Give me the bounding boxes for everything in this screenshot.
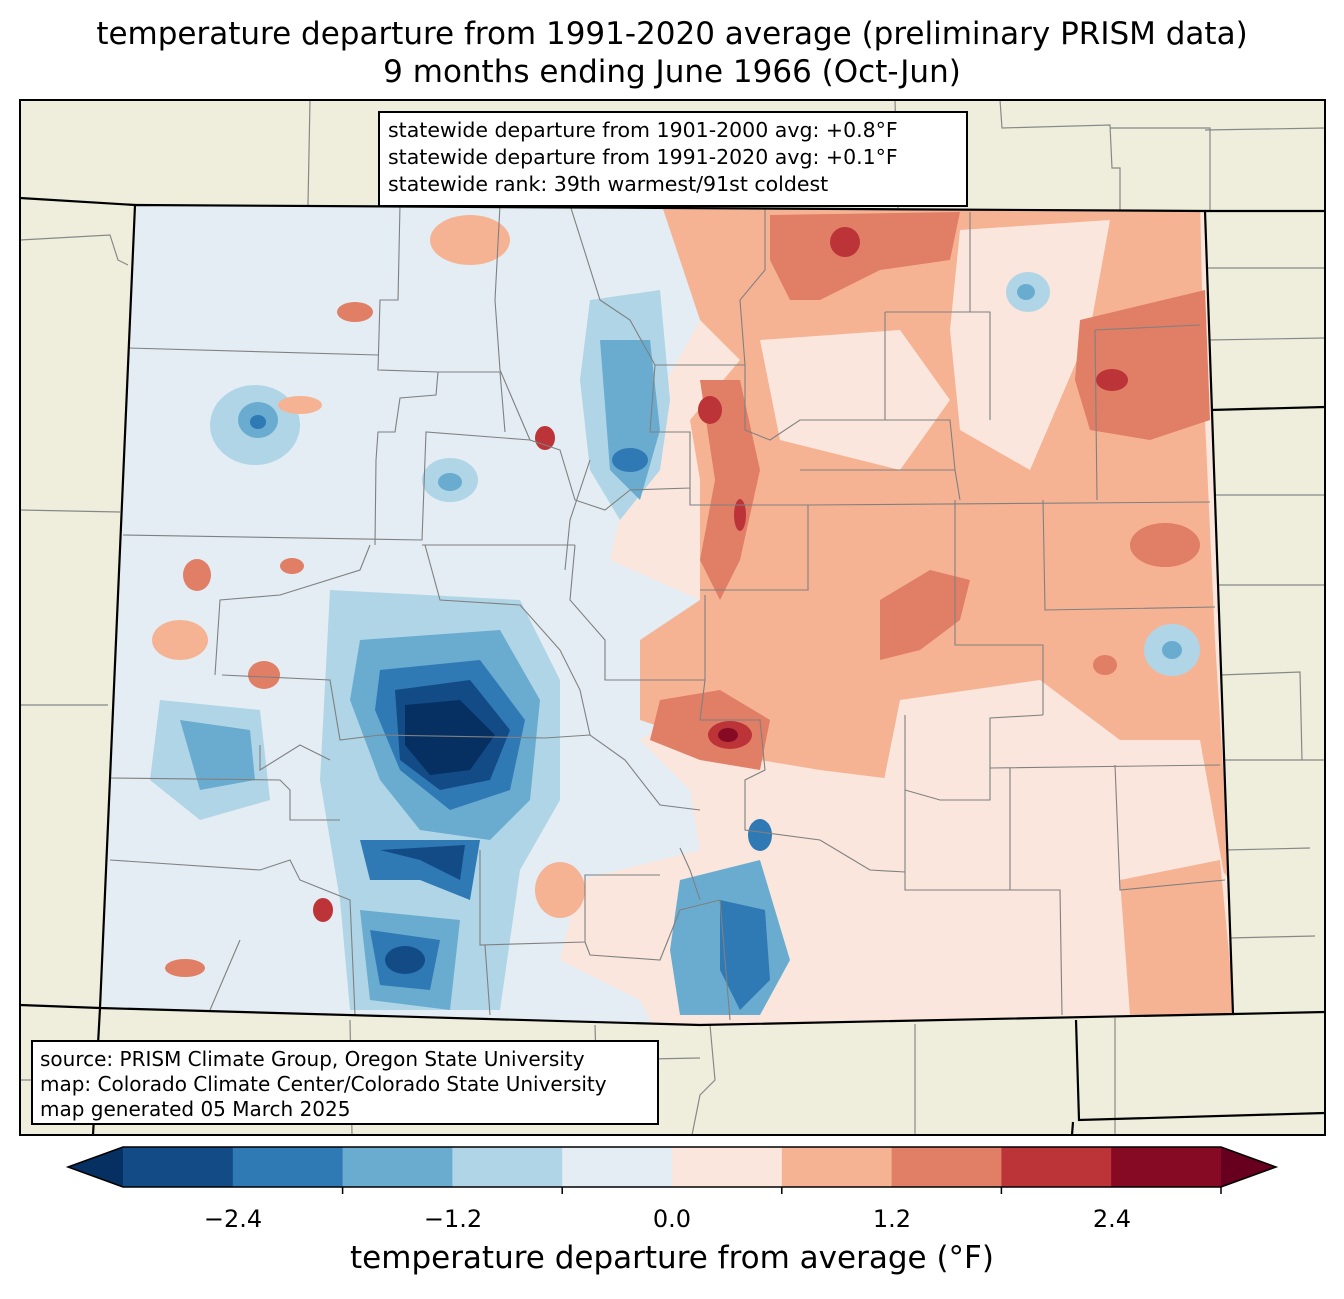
- colorbar-tick-label: 1.2: [872, 1205, 912, 1233]
- stat-departure-1901-2000: statewide departure from 1901-2000 avg: …: [388, 118, 898, 142]
- temperature-field: [100, 205, 1233, 1025]
- colorbar-segment: [1111, 1147, 1222, 1187]
- colorbar-segment: [342, 1147, 453, 1187]
- stat-rank: statewide rank: 39th warmest/91st coldes…: [388, 172, 829, 196]
- colorbar-segment: [1001, 1147, 1112, 1187]
- colorbar-extend-high: [1221, 1147, 1276, 1187]
- colorbar-tick-label: −1.2: [423, 1205, 483, 1233]
- map-title-line-1: temperature departure from 1991-2020 ave…: [96, 16, 1248, 52]
- colorbar-segment: [232, 1147, 344, 1187]
- colorbar-segment: [452, 1147, 563, 1187]
- colorbar-tick-label: −2.4: [203, 1205, 263, 1233]
- colorbar-outline: [65, 1146, 1279, 1188]
- county-lines: [109, 205, 1226, 1021]
- colorbar-extend-low: [68, 1147, 123, 1187]
- map-generated-date: map generated 05 March 2025: [40, 1097, 351, 1121]
- colorbar-label: temperature departure from average (°F): [350, 1240, 994, 1276]
- colorbar: [65, 1146, 1279, 1194]
- map-credit: map: Colorado Climate Center/Colorado St…: [40, 1072, 607, 1096]
- source-box: source: PRISM Climate Group, Oregon Stat…: [31, 1040, 659, 1125]
- colorado-border: [98, 203, 1235, 1027]
- colorbar-segment: [123, 1147, 234, 1187]
- colorbar-segment: [672, 1147, 783, 1187]
- stat-departure-1991-2020: statewide departure from 1991-2020 avg: …: [388, 145, 898, 169]
- map-title-line-2: 9 months ending June 1966 (Oct-Jun): [383, 54, 961, 90]
- colorbar-segment: [781, 1147, 893, 1187]
- source-credit: source: PRISM Climate Group, Oregon Stat…: [40, 1047, 585, 1071]
- colorbar-segment: [891, 1147, 1002, 1187]
- colorbar-tick-label: 2.4: [1092, 1205, 1132, 1233]
- colorbar-tick-label: 0.0: [652, 1205, 692, 1233]
- colorbar-segment: [562, 1147, 673, 1187]
- statewide-stats-box: statewide departure from 1901-2000 avg: …: [378, 111, 968, 207]
- map-frame: [19, 99, 1326, 1136]
